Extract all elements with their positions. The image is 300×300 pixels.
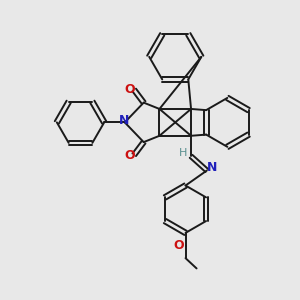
Text: N: N — [206, 161, 217, 174]
Text: O: O — [124, 83, 135, 96]
Text: O: O — [124, 149, 135, 162]
Text: O: O — [173, 239, 184, 252]
Text: N: N — [119, 114, 129, 127]
Text: H: H — [179, 148, 187, 158]
